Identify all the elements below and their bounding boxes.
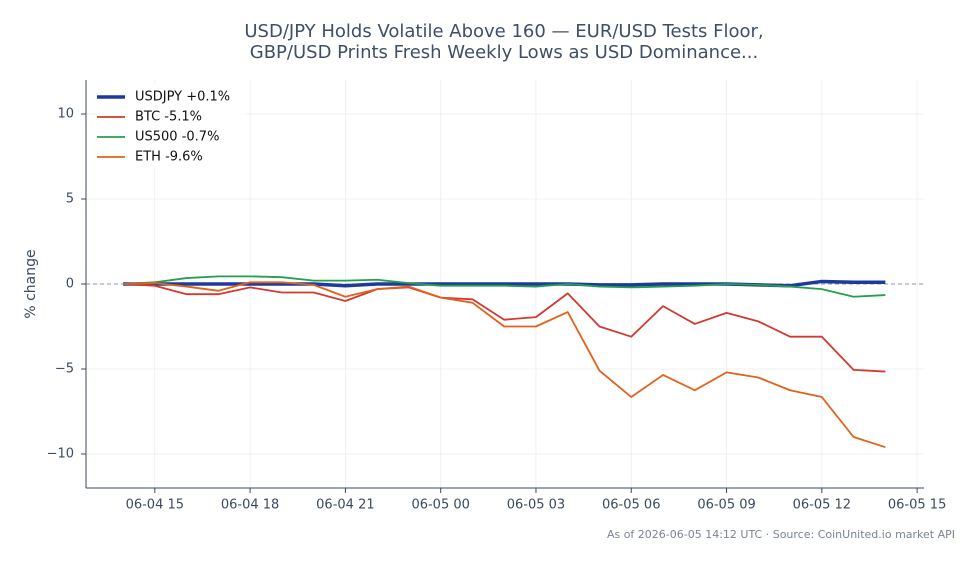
x-tick-label: 06-05 03 <box>507 498 565 513</box>
x-tick-label: 06-05 09 <box>697 498 755 513</box>
legend-label: BTC -5.1% <box>135 110 202 125</box>
x-tick-label: 06-04 18 <box>221 498 279 513</box>
y-tick-label: −5 <box>55 362 74 377</box>
chart-title: GBP/USD Prints Fresh Weekly Lows as USD … <box>250 42 758 63</box>
x-tick-label: 06-04 21 <box>316 498 374 513</box>
legend-label: ETH -9.6% <box>135 150 203 165</box>
x-tick-label: 06-04 15 <box>126 498 184 513</box>
legend-label: US500 -0.7% <box>135 130 219 145</box>
series-line <box>123 281 886 449</box>
y-tick-label: −10 <box>47 447 74 462</box>
legend-label: USDJPY +0.1% <box>135 90 230 105</box>
x-tick-label: 06-05 00 <box>411 498 469 513</box>
series-line <box>123 283 886 373</box>
x-tick-label: 06-05 12 <box>793 498 851 513</box>
source-note: As of 2026-06-05 14:12 UTC · Source: Coi… <box>607 528 955 541</box>
x-tick-label: 06-05 06 <box>602 498 660 513</box>
y-tick-label: 5 <box>66 192 74 207</box>
y-tick-label: 10 <box>57 107 74 122</box>
chart-title: USD/JPY Holds Volatile Above 160 — EUR/U… <box>244 21 763 42</box>
y-axis-label: % change <box>23 249 39 318</box>
series-line <box>123 275 886 298</box>
x-tick-label: 06-05 15 <box>888 498 946 513</box>
y-tick-label: 0 <box>66 277 74 292</box>
